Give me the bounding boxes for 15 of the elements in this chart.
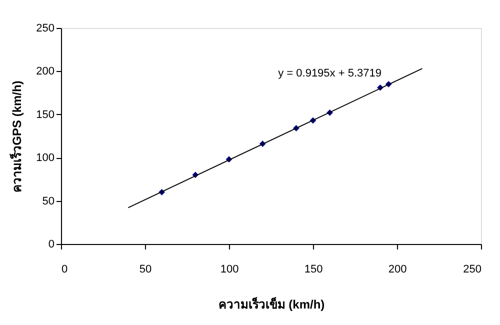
x-tick-label: 50: [139, 264, 152, 276]
y-tick-label: 200: [36, 66, 54, 78]
y-tick-label: 150: [36, 108, 54, 121]
x-tick-label: 100: [220, 264, 239, 276]
x-tick-label: 200: [388, 264, 407, 276]
y-axis-title: ความเร็วGPS (km/h): [9, 80, 24, 192]
annotation: y = 0.9195x + 5.3719: [278, 67, 382, 80]
x-tick-label: 250: [463, 264, 482, 276]
y-tick-label: 50: [42, 195, 54, 208]
x-tick-label: 150: [304, 264, 323, 276]
x-axis-title: ความเร็วเข็ม (km/h): [218, 296, 325, 312]
y-tick-label: 100: [36, 152, 54, 164]
y-tick-label: 250: [36, 22, 54, 34]
y-tick-label: 0: [48, 238, 54, 250]
x-tick-label: 0: [62, 264, 68, 276]
